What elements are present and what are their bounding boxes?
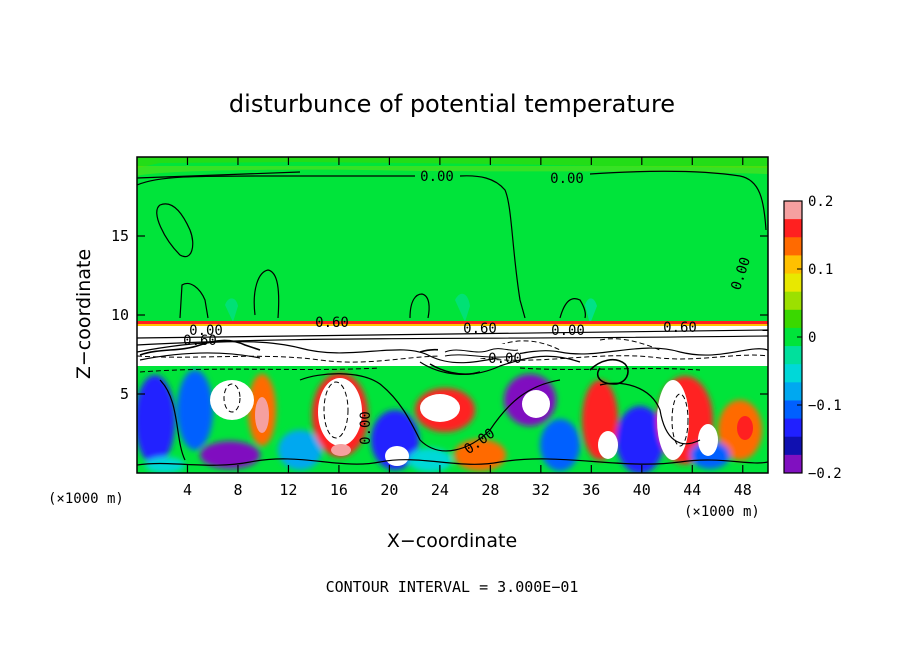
contour-labels: 0.00 0.000.000.00 0.60 0.600.000.600.00 0.00…: [183, 169, 754, 458]
y-axis-ticks: 5 10 15: [111, 227, 768, 403]
x-tick-label: 40: [633, 481, 651, 499]
colorbar-swatch: [784, 273, 802, 293]
contour-label: 0.00: [550, 171, 584, 187]
colorbar-swatch: [784, 309, 802, 329]
colorbar-swatch: [784, 255, 802, 275]
colorbar-swatch: [784, 201, 802, 220]
x-tick-label: 12: [279, 481, 297, 499]
contour-label: 0.60: [463, 321, 497, 337]
x-axis-unit-right: (×1000 m): [684, 504, 760, 520]
y-tick-label: 10: [111, 306, 129, 324]
colorbar-swatch: [784, 454, 802, 474]
contour-label: 0.00: [488, 351, 522, 367]
colorbar-tick-label: −0.1: [808, 398, 842, 414]
x-tick-label: 20: [380, 481, 398, 499]
colorbar: 0.2 0.1 0 −0.1 −0.2: [783, 194, 842, 482]
plot-field: [137, 157, 768, 473]
x-tick-label: 24: [431, 481, 449, 499]
contour-label: 0.60: [315, 315, 349, 331]
contour-label: 0.60: [663, 320, 697, 336]
colorbar-swatch: [784, 346, 802, 365]
colorbar-swatch: [784, 436, 802, 456]
chart-title: disturbunce of potential temperature: [229, 90, 675, 118]
y-axis-label: Z−coordinate: [73, 249, 95, 379]
colorbar-swatch: [784, 364, 802, 383]
contour-label: 0.00: [420, 169, 454, 185]
x-axis-label: X−coordinate: [387, 530, 517, 552]
colorbar-tick-label: −0.2: [808, 466, 842, 482]
x-tick-label: 32: [532, 481, 550, 499]
colorbar-swatch: [784, 418, 802, 438]
contour-interval-note: CONTOUR INTERVAL = 3.000E−01: [326, 578, 579, 596]
x-tick-label: 44: [683, 481, 701, 499]
x-tick-label: 16: [330, 481, 348, 499]
colorbar-swatch: [784, 382, 802, 401]
contour-label: 0.60: [183, 333, 217, 349]
colorbar-swatch: [784, 237, 802, 256]
contour-label: 0.00: [551, 323, 585, 339]
x-tick-label: 48: [734, 481, 752, 499]
colorbar-swatch: [784, 219, 802, 238]
y-tick-label: 5: [120, 385, 129, 403]
x-axis-ticks: 4 8 12 16 20 24 28 32 36 40 44 48: [183, 157, 752, 499]
colorbar-swatch: [784, 291, 802, 311]
contour-label: 0.00: [189, 323, 223, 339]
colorbar-tick-label: 0: [808, 330, 816, 346]
y-tick-label: 15: [111, 227, 129, 245]
colorbar-tick-label: 0.2: [808, 194, 833, 210]
colorbar-swatch: [784, 327, 802, 347]
x-tick-label: 8: [233, 481, 242, 499]
contour-label: 0.00: [358, 411, 374, 445]
colorbar-swatch: [784, 400, 802, 420]
x-tick-label: 36: [582, 481, 600, 499]
x-axis-unit-left: (×1000 m): [48, 491, 124, 507]
x-tick-label: 28: [481, 481, 499, 499]
x-tick-label: 4: [183, 481, 192, 499]
colorbar-tick-label: 0.1: [808, 262, 833, 278]
